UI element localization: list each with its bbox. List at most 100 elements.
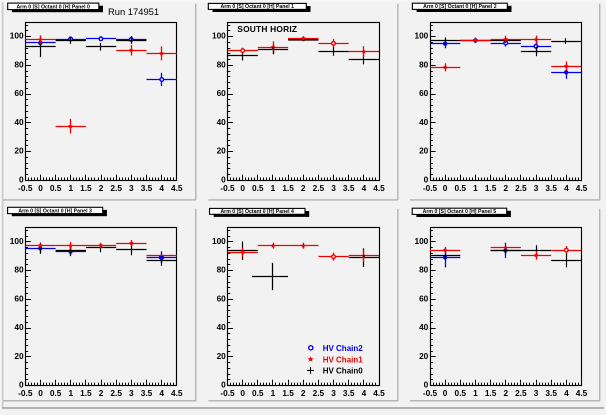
svg-text:80: 80 — [14, 59, 24, 69]
svg-text:2.5: 2.5 — [313, 388, 325, 398]
svg-text:100: 100 — [10, 236, 24, 246]
svg-text:3.5: 3.5 — [545, 183, 557, 193]
svg-text:2: 2 — [301, 183, 306, 193]
svg-text:60: 60 — [217, 88, 227, 98]
svg-text:Arm 0 [S] Octant 0 [H] Panel 3: Arm 0 [S] Octant 0 [H] Panel 3 — [18, 208, 92, 214]
svg-text:0: 0 — [19, 174, 24, 184]
svg-text:3: 3 — [534, 388, 539, 398]
svg-text:100: 100 — [414, 236, 428, 246]
svg-text:1.5: 1.5 — [282, 183, 294, 193]
svg-text:2: 2 — [503, 183, 508, 193]
svg-text:2.5: 2.5 — [110, 388, 122, 398]
svg-text:0.5: 0.5 — [252, 388, 264, 398]
svg-text:1.5: 1.5 — [485, 183, 497, 193]
svg-text:4: 4 — [564, 388, 569, 398]
svg-text:0.5: 0.5 — [455, 183, 467, 193]
svg-text:0.5: 0.5 — [455, 388, 467, 398]
svg-text:20: 20 — [14, 351, 24, 361]
svg-text:-0.5: -0.5 — [220, 388, 235, 398]
svg-text:2.5: 2.5 — [313, 183, 325, 193]
svg-text:1: 1 — [68, 183, 73, 193]
svg-text:2.5: 2.5 — [110, 183, 122, 193]
svg-text:Run 174951: Run 174951 — [108, 6, 159, 17]
svg-text:4: 4 — [362, 183, 367, 193]
svg-text:40: 40 — [419, 117, 429, 127]
svg-text:4: 4 — [159, 183, 164, 193]
svg-text:4: 4 — [159, 388, 164, 398]
svg-text:20: 20 — [14, 146, 24, 156]
svg-text:4.5: 4.5 — [171, 388, 183, 398]
svg-text:SOUTH HORIZ: SOUTH HORIZ — [237, 24, 297, 34]
svg-text:3.5: 3.5 — [545, 388, 557, 398]
svg-text:4.5: 4.5 — [373, 388, 385, 398]
svg-text:4.5: 4.5 — [171, 183, 183, 193]
svg-text:100: 100 — [414, 31, 428, 41]
svg-text:0: 0 — [443, 183, 448, 193]
svg-text:0.5: 0.5 — [50, 183, 62, 193]
svg-text:2.5: 2.5 — [515, 183, 527, 193]
svg-text:Arm 0 [S] Octant 0 [H] Panel 0: Arm 0 [S] Octant 0 [H] Panel 0 — [16, 4, 90, 10]
svg-text:0: 0 — [240, 183, 245, 193]
svg-text:2: 2 — [503, 388, 508, 398]
svg-text:HV Chain1: HV Chain1 — [323, 355, 364, 364]
svg-text:80: 80 — [14, 265, 24, 275]
svg-text:2.5: 2.5 — [515, 388, 527, 398]
svg-text:100: 100 — [10, 31, 24, 41]
svg-text:Arm 0 [S] Octant 0 [H] Panel 2: Arm 0 [S] Octant 0 [H] Panel 2 — [423, 4, 497, 10]
svg-text:60: 60 — [217, 293, 227, 303]
svg-text:80: 80 — [419, 265, 429, 275]
svg-text:60: 60 — [419, 88, 429, 98]
svg-text:0: 0 — [38, 388, 43, 398]
svg-text:-0.5: -0.5 — [18, 183, 33, 193]
svg-text:1: 1 — [271, 388, 276, 398]
svg-text:2: 2 — [301, 388, 306, 398]
svg-text:2: 2 — [99, 183, 104, 193]
svg-text:1: 1 — [473, 183, 478, 193]
svg-text:3: 3 — [331, 388, 336, 398]
svg-text:4.5: 4.5 — [576, 183, 588, 193]
svg-text:60: 60 — [14, 88, 24, 98]
svg-text:100: 100 — [212, 31, 226, 41]
svg-text:0: 0 — [424, 174, 429, 184]
svg-text:0: 0 — [443, 388, 448, 398]
svg-text:80: 80 — [217, 265, 227, 275]
svg-text:3.5: 3.5 — [343, 388, 355, 398]
svg-text:2: 2 — [99, 388, 104, 398]
svg-text:4: 4 — [362, 388, 367, 398]
svg-text:-0.5: -0.5 — [18, 388, 33, 398]
svg-text:3.5: 3.5 — [343, 183, 355, 193]
svg-text:1: 1 — [473, 388, 478, 398]
svg-text:0.5: 0.5 — [252, 183, 264, 193]
svg-text:1.5: 1.5 — [485, 388, 497, 398]
svg-text:60: 60 — [14, 293, 24, 303]
svg-text:3: 3 — [534, 183, 539, 193]
svg-text:3.5: 3.5 — [141, 388, 153, 398]
svg-text:1: 1 — [271, 183, 276, 193]
svg-text:0: 0 — [424, 380, 429, 390]
svg-text:1.5: 1.5 — [80, 183, 92, 193]
svg-text:20: 20 — [217, 351, 227, 361]
svg-text:3: 3 — [129, 183, 134, 193]
svg-text:1: 1 — [68, 388, 73, 398]
svg-text:Arm 0 [S] Octant 0 [H] Panel 4: Arm 0 [S] Octant 0 [H] Panel 4 — [220, 209, 294, 215]
svg-text:40: 40 — [217, 322, 227, 332]
svg-text:0: 0 — [38, 183, 43, 193]
svg-text:0: 0 — [19, 380, 24, 390]
svg-text:0: 0 — [221, 380, 226, 390]
svg-text:4: 4 — [564, 183, 569, 193]
svg-text:1.5: 1.5 — [282, 388, 294, 398]
svg-text:3.5: 3.5 — [141, 183, 153, 193]
svg-text:100: 100 — [212, 236, 226, 246]
svg-text:40: 40 — [14, 117, 24, 127]
svg-text:80: 80 — [217, 59, 227, 69]
svg-text:-0.5: -0.5 — [220, 183, 235, 193]
svg-text:20: 20 — [419, 351, 429, 361]
svg-text:HV Chain0: HV Chain0 — [323, 367, 364, 376]
svg-text:4.5: 4.5 — [576, 388, 588, 398]
svg-text:Arm 0 [S] Octant 0 [H] Panel 1: Arm 0 [S] Octant 0 [H] Panel 1 — [221, 4, 295, 10]
svg-text:3: 3 — [129, 388, 134, 398]
svg-text:20: 20 — [419, 146, 429, 156]
svg-text:20: 20 — [217, 146, 227, 156]
svg-text:1.5: 1.5 — [80, 388, 92, 398]
svg-text:-0.5: -0.5 — [423, 183, 438, 193]
